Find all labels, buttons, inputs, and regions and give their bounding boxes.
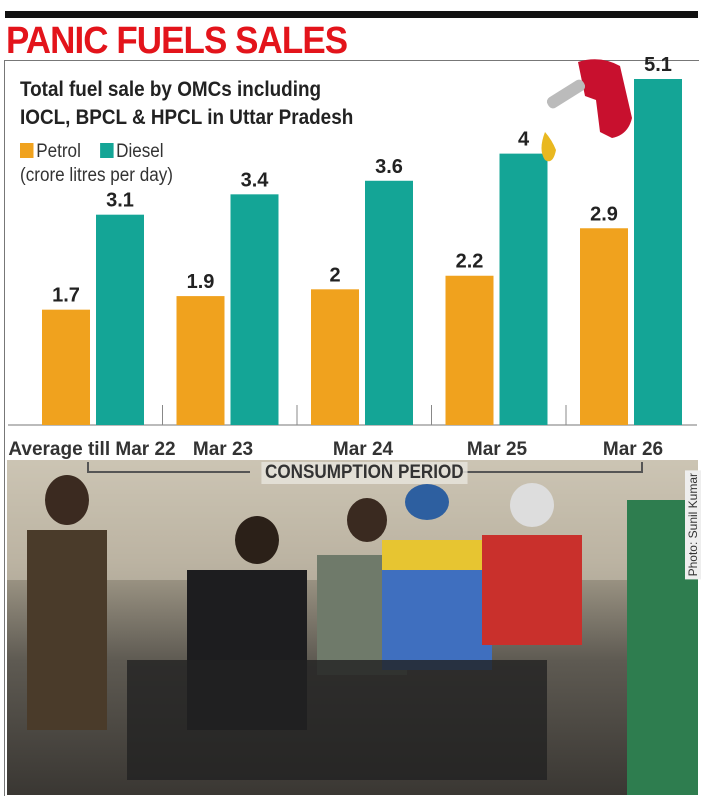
legend-item-diesel: Diesel [99,141,164,162]
x-axis-title: CONSUMPTION PERIOD [261,462,468,484]
chart-title: Total fuel sale by OMCs including IOCL, … [20,76,353,132]
legend-swatch-diesel [99,143,114,158]
bar-diesel [96,214,144,425]
data-label-petrol: 2.2 [456,251,484,273]
fuel-station-photo [7,460,698,795]
bar-petrol [42,309,90,425]
category-label: Mar 26 [603,439,663,460]
unit-label: (crore litres per day) [20,165,173,186]
category-label: Mar 25 [467,439,528,460]
chart-frame [4,60,699,796]
data-label-diesel: 4 [518,129,530,151]
data-label-diesel: 3.6 [375,156,403,178]
data-label-petrol: 1.9 [187,271,215,293]
bar-petrol [311,289,359,425]
category-label: Mar 24 [333,439,394,460]
photo-scene [7,460,698,795]
data-label-diesel: 3.1 [106,190,134,212]
legend-item-petrol: Petrol [20,141,81,162]
legend-swatch-petrol [20,143,34,158]
data-label-petrol: 1.7 [52,285,80,307]
bar-petrol [176,296,225,425]
fuel-nozzle-icon [541,59,632,162]
bar-diesel [634,79,682,425]
bar-petrol [445,275,494,425]
legend-label-diesel: Diesel [116,141,164,162]
bar-diesel [499,153,548,426]
legend: Petrol Diesel (crore litres per day) [20,140,173,188]
category-label: Average till Mar 22 [8,439,175,460]
chart-title-line2: IOCL, BPCL & HPCL in Uttar Pradesh [20,106,354,129]
data-label-petrol: 2 [329,264,340,286]
data-label-diesel: 3.4 [241,169,270,191]
bar-diesel [365,180,413,425]
data-label-petrol: 2.9 [590,203,618,225]
top-rule [5,11,698,18]
headline: PANIC FUELS SALES [6,20,348,62]
data-label-diesel: 5.1 [644,54,672,76]
period-bracket [87,462,643,473]
chart-title-line1: Total fuel sale by OMCs including [20,78,322,101]
bar-petrol [580,228,628,425]
legend-label-petrol: Petrol [36,141,81,162]
bar-diesel [230,194,279,425]
category-label: Mar 23 [193,439,253,460]
